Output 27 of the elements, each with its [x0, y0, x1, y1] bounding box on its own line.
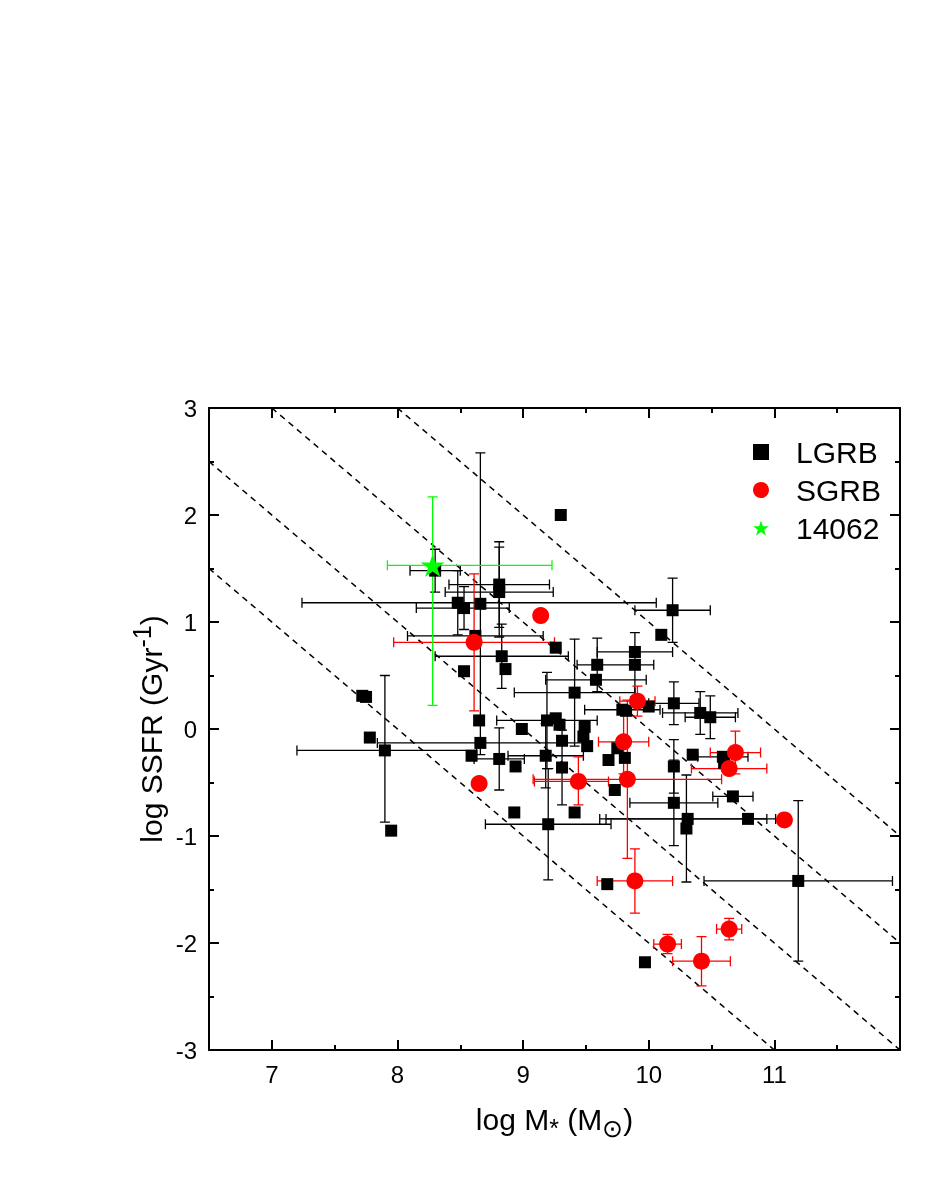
point — [470, 775, 488, 793]
point — [775, 811, 793, 829]
x-tick-label: 9 — [516, 1060, 530, 1088]
point — [615, 733, 633, 751]
y-tick-label: 0 — [183, 715, 197, 743]
y-tick-label: -2 — [175, 929, 197, 957]
x-tick-label: 11 — [761, 1060, 787, 1088]
y-tick-label: -1 — [175, 822, 197, 850]
point — [465, 633, 483, 651]
x-tick-label: 8 — [390, 1060, 405, 1088]
point — [618, 770, 636, 788]
y-tick-label: 2 — [183, 501, 197, 529]
x-tick-label: 7 — [265, 1060, 279, 1088]
x-axis-title: log M$_{*}$ (M$_{⊙}$) — [475, 1101, 634, 1143]
y-tick-label: 1 — [183, 608, 197, 636]
x-tick-label: 10 — [635, 1060, 663, 1088]
y-tick-label: 3 — [183, 394, 197, 422]
point — [569, 772, 587, 790]
point — [532, 607, 550, 625]
legend-label: 14062 — [795, 511, 880, 545]
point — [420, 553, 445, 577]
legend-label: LGRB — [795, 435, 878, 469]
point — [726, 744, 744, 762]
point — [693, 952, 710, 970]
y-tick-label: -3 — [175, 1036, 197, 1064]
point — [626, 872, 644, 890]
legend-label: SGRB — [795, 473, 882, 507]
